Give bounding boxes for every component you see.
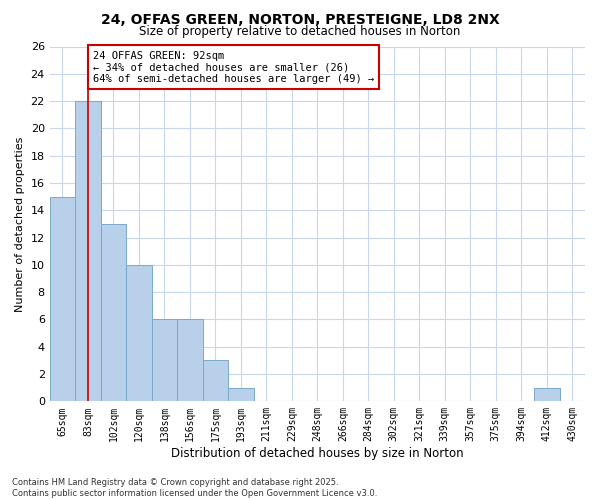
- Y-axis label: Number of detached properties: Number of detached properties: [15, 136, 25, 312]
- Text: 24 OFFAS GREEN: 92sqm
← 34% of detached houses are smaller (26)
64% of semi-deta: 24 OFFAS GREEN: 92sqm ← 34% of detached …: [93, 50, 374, 84]
- Bar: [203, 360, 228, 402]
- Bar: [152, 320, 177, 402]
- Bar: [101, 224, 126, 402]
- Bar: [534, 388, 560, 402]
- Bar: [50, 196, 75, 402]
- Bar: [228, 388, 254, 402]
- Bar: [126, 265, 152, 402]
- X-axis label: Distribution of detached houses by size in Norton: Distribution of detached houses by size …: [171, 447, 464, 460]
- Text: 24, OFFAS GREEN, NORTON, PRESTEIGNE, LD8 2NX: 24, OFFAS GREEN, NORTON, PRESTEIGNE, LD8…: [101, 12, 499, 26]
- Text: Contains HM Land Registry data © Crown copyright and database right 2025.
Contai: Contains HM Land Registry data © Crown c…: [12, 478, 377, 498]
- Bar: [177, 320, 203, 402]
- Text: Size of property relative to detached houses in Norton: Size of property relative to detached ho…: [139, 25, 461, 38]
- Bar: [75, 101, 101, 402]
